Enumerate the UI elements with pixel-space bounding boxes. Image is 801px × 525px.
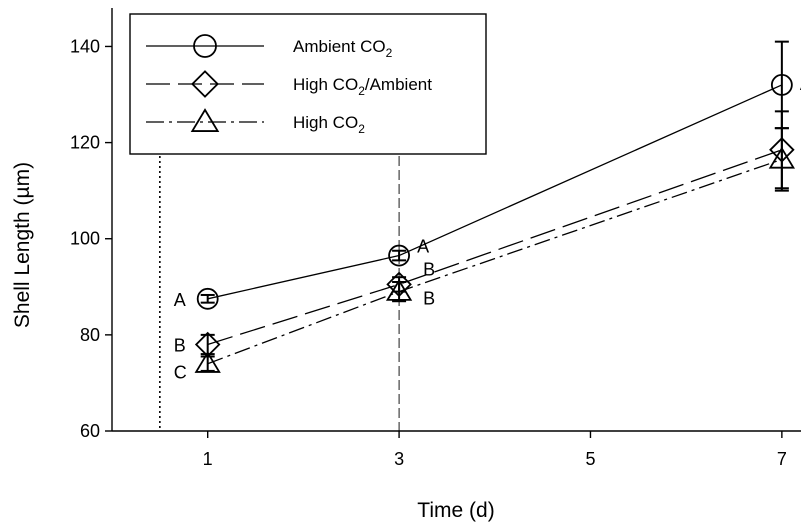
- series-line: [207, 158, 783, 365]
- y-tick-label: 80: [80, 325, 100, 345]
- legend-label: High CO2/Ambient: [293, 75, 432, 98]
- x-axis-ticks: 1 3 5 7: [203, 431, 787, 469]
- plot-area: [111, 8, 801, 432]
- legend-label-tail: /Ambient: [365, 75, 432, 94]
- legend-label-subscript: 2: [358, 84, 365, 98]
- y-tick-label: 100: [70, 229, 100, 249]
- significance-label: A: [800, 74, 801, 94]
- y-tick-label: 120: [70, 133, 100, 153]
- triangle-marker: [190, 108, 220, 132]
- y-tick-label: 60: [80, 421, 100, 441]
- triangle-marker: [768, 146, 796, 169]
- triangle-marker: [194, 350, 221, 373]
- x-axis-title: Time (d): [417, 499, 494, 522]
- series-triangle: CBB: [174, 127, 796, 383]
- y-tick-label: 140: [70, 36, 100, 56]
- significance-label: B: [423, 259, 435, 279]
- diamond-marker: [191, 70, 219, 98]
- circle-marker: [193, 34, 217, 58]
- circle-marker: [770, 74, 793, 96]
- legend-label: High CO2: [293, 113, 365, 136]
- legend-label-main: High CO: [293, 75, 358, 94]
- legend-entry-triangle: High CO2: [146, 108, 365, 136]
- y-axis-title: Shell Length (µm): [11, 162, 34, 328]
- x-tick-label: 5: [585, 449, 595, 469]
- triangle-marker: [385, 278, 413, 301]
- x-tick-label: 1: [203, 449, 213, 469]
- significance-label: A: [417, 237, 429, 257]
- legend-label-main: High CO: [293, 113, 358, 132]
- significance-label: A: [174, 290, 186, 310]
- significance-label: B: [423, 289, 435, 309]
- circle-marker: [388, 244, 410, 267]
- significance-label: C: [174, 363, 187, 383]
- circle-marker: [196, 287, 219, 310]
- significance-label: B: [174, 335, 186, 355]
- legend-entry-circle: Ambient CO2: [146, 34, 393, 60]
- legend-label-main: Ambient CO: [293, 37, 386, 56]
- x-tick-label: 3: [394, 449, 404, 469]
- y-axis-ticks: 60 80 100 120 140: [70, 36, 112, 441]
- legend-entry-diamond: High CO2/Ambient: [146, 70, 432, 98]
- legend-label: Ambient CO2: [293, 37, 393, 60]
- legend-label-subscript: 2: [358, 122, 365, 136]
- series-layer: AAABBBCBB: [174, 40, 801, 383]
- series-line: [207, 149, 783, 346]
- reference-lines: [159, 16, 400, 431]
- legend-label-subscript: 2: [386, 46, 393, 60]
- x-tick-label: 7: [777, 449, 787, 469]
- series-circle: A A A: [174, 40, 801, 310]
